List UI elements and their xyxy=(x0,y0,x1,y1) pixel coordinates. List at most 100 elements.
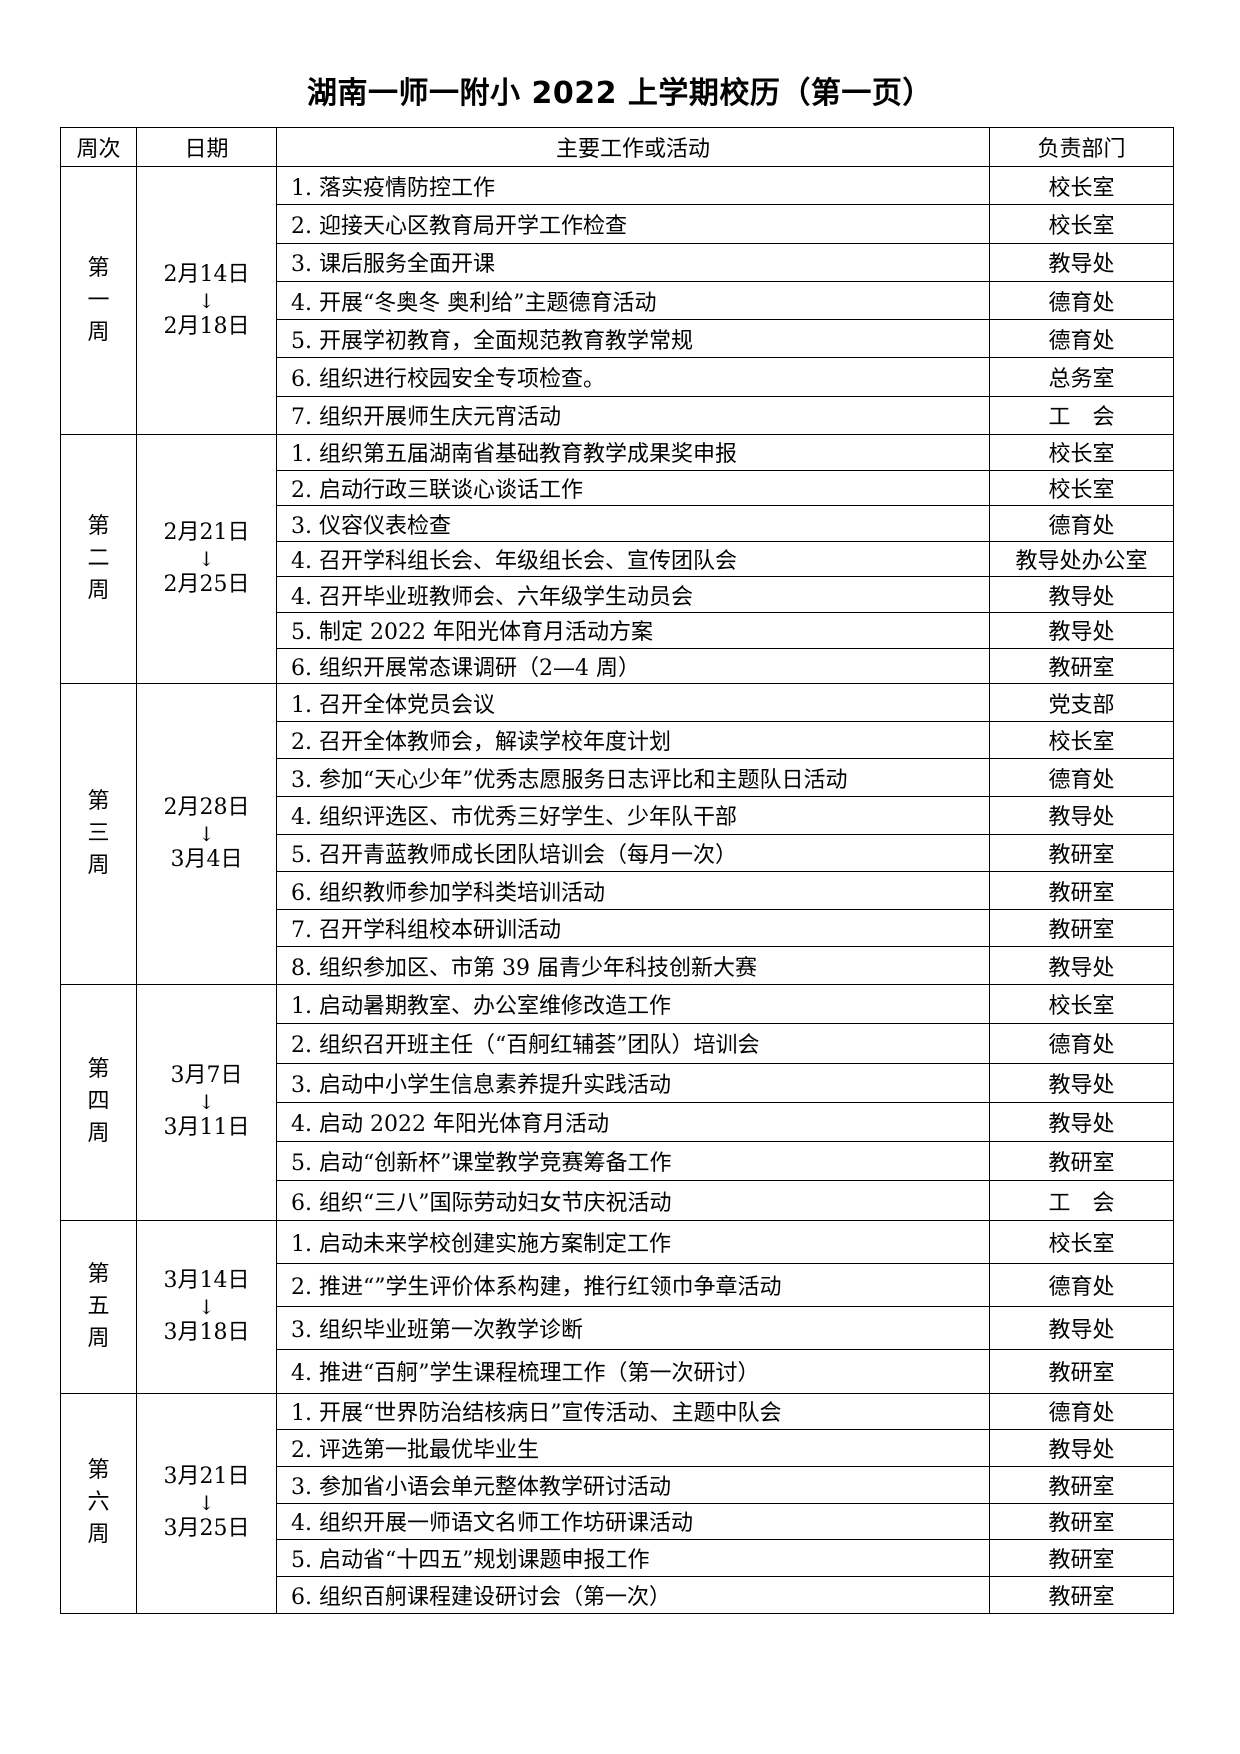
activity-cell: 4. 推进“百舸”学生课程梳理工作（第一次研讨） xyxy=(276,1349,990,1394)
department-cell: 教研室 xyxy=(989,647,1174,685)
department-cell: 教导处 xyxy=(989,612,1174,649)
department-cell: 党支部 xyxy=(989,683,1174,722)
activity-cell: 7. 组织开展师生庆元宵活动 xyxy=(276,395,990,436)
table-row: 4. 推进“百舸”学生课程梳理工作（第一次研讨） 教研室 xyxy=(61,1349,1174,1394)
activity-cell: 2. 评选第一批最优毕业生 xyxy=(276,1429,990,1467)
table-row: 2. 迎接天心区教育局开学工作检查 校长室 xyxy=(61,204,1174,244)
table-row: 4. 召开毕业班教师会、六年级学生动员会 教导处 xyxy=(61,576,1174,614)
department-cell: 德育处 xyxy=(989,319,1174,359)
end-date: 3月4日 xyxy=(170,847,243,873)
table-row: 6. 组织百舸课程建设研讨会（第一次） 教研室 xyxy=(61,1575,1174,1614)
activity-cell: 2. 迎接天心区教育局开学工作检查 xyxy=(276,204,990,244)
table-row: 第一周 2月14日 ↓ 2月18日 1. 落实疫情防控工作 校长室 xyxy=(60,165,1174,436)
department-cell: 教导处 xyxy=(989,1101,1174,1143)
table-row: 3. 组织毕业班第一次教学诊断 教导处 xyxy=(61,1306,1174,1351)
department-cell: 校长室 xyxy=(989,720,1174,760)
activity-cell: 5. 启动省“十四五”规划课题申报工作 xyxy=(276,1539,990,1577)
table-row: 5. 启动省“十四五”规划课题申报工作 教研室 xyxy=(61,1539,1174,1577)
activity-cell: 6. 组织教师参加学科类培训活动 xyxy=(276,871,990,910)
week-label: 第六周 xyxy=(87,1458,110,1548)
week-cell: 第四周 xyxy=(60,983,137,1221)
department-cell: 校长室 xyxy=(989,204,1174,244)
activity-cell: 6. 组织开展常态课调研（2—4 周） xyxy=(276,647,990,685)
activity-cell: 4. 组织开展一师语文名师工作坊研课活动 xyxy=(276,1502,990,1541)
date-range: 2月21日 ↓ 2月25日 xyxy=(136,434,277,685)
start-date: 3月21日 xyxy=(163,1464,250,1490)
department-cell: 德育处 xyxy=(989,1262,1174,1308)
header-department: 负责部门 xyxy=(989,127,1174,167)
date-range: 2月14日 ↓ 2月18日 xyxy=(136,165,277,436)
activity-cell: 2. 召开全体教师会，解读学校年度计划 xyxy=(276,720,990,760)
table-row: 7. 召开学科组校本研训活动 教研室 xyxy=(61,908,1174,948)
end-date: 2月18日 xyxy=(163,313,250,339)
activity-cell: 1. 启动暑期教室、办公室维修改造工作 xyxy=(276,983,990,1025)
down-arrow-icon: ↓ xyxy=(198,1090,215,1115)
start-date: 2月21日 xyxy=(163,520,250,546)
week-cell: 第五周 xyxy=(60,1219,137,1394)
table-row: 6. 组织开展常态课调研（2—4 周） 教研室 xyxy=(61,647,1174,685)
department-cell: 教导处 xyxy=(989,1062,1174,1103)
date-range: 3月7日 ↓ 3月11日 xyxy=(136,983,277,1221)
school-calendar-table: 周次 日期 主要工作或活动 负责部门 第一周 2月14日 ↓ 2月18日 1. 落实疫情… xyxy=(60,127,1174,1614)
department-cell: 德育处 xyxy=(989,1392,1174,1431)
down-arrow-icon: ↓ xyxy=(198,288,215,313)
table-row: 3. 参加省小语会单元整体教学研讨活动 教研室 xyxy=(61,1465,1174,1504)
department-cell: 教研室 xyxy=(989,1575,1174,1614)
table-row: 4. 召开学科组长会、年级组长会、宣传团队会 教导处办公室 xyxy=(61,540,1174,578)
table-row: 6. 组织教师参加学科类培训活动 教研室 xyxy=(61,871,1174,910)
start-date: 2月14日 xyxy=(163,261,250,287)
start-date: 2月28日 xyxy=(163,795,250,821)
date-range: 2月28日 ↓ 3月4日 xyxy=(136,683,277,985)
week-cell: 第三周 xyxy=(60,683,137,985)
department-cell: 德育处 xyxy=(989,280,1174,321)
activity-cell: 1. 启动未来学校创建实施方案制定工作 xyxy=(276,1219,990,1264)
table-row: 2. 评选第一批最优毕业生 教导处 xyxy=(61,1429,1174,1467)
table-row: 7. 组织开展师生庆元宵活动工 会 xyxy=(61,395,1174,436)
activity-cell: 4. 组织评选区、市优秀三好学生、少年队干部 xyxy=(276,796,990,835)
department-cell: 教导处 xyxy=(989,576,1174,614)
department-cell: 教研室 xyxy=(989,871,1174,910)
activity-cell: 3. 仪容仪表检查 xyxy=(276,505,990,542)
end-date: 3月25日 xyxy=(163,1516,250,1542)
department-cell: 教导处 xyxy=(989,946,1174,985)
activity-cell: 7. 召开学科组校本研训活动 xyxy=(276,908,990,948)
activity-cell: 6. 组织“三八”国际劳动妇女节庆祝活动 xyxy=(276,1180,990,1221)
table-row: 第四周 3月7日 ↓ 3月11日 1. 启动暑期教室、办公室维修改造工作 校长室 xyxy=(60,983,1174,1221)
week-cell: 第六周 xyxy=(60,1392,137,1614)
activity-cell: 1. 落实疫情防控工作 xyxy=(276,165,990,206)
activity-cell: 2. 组织召开班主任（“百舸红辅荟”团队）培训会 xyxy=(276,1023,990,1064)
activity-cell: 3. 课后服务全面开课 xyxy=(276,242,990,282)
header-activity: 主要工作或活动 xyxy=(276,127,990,167)
department-cell: 教研室 xyxy=(989,908,1174,948)
activity-cell: 5. 开展学初教育，全面规范教育教学常规 xyxy=(276,319,990,359)
week-label: 第五周 xyxy=(87,1261,110,1351)
date-range: 3月21日 ↓ 3月25日 xyxy=(136,1392,277,1614)
activity-cell: 4. 召开毕业班教师会、六年级学生动员会 xyxy=(276,576,990,614)
activity-cell: 2. 启动行政三联谈心谈话工作 xyxy=(276,469,990,507)
department-cell: 校长室 xyxy=(989,469,1174,507)
table-header-row: 周次 日期 主要工作或活动 负责部门 xyxy=(60,127,1174,167)
table-row: 2. 组织召开班主任（“百舸红辅荟”团队）培训会 德育处 xyxy=(61,1023,1174,1064)
department-cell: 教研室 xyxy=(989,1141,1174,1182)
department-cell: 校长室 xyxy=(989,1219,1174,1264)
table-row: 6. 组织进行校园安全专项检查。 总务室 xyxy=(61,357,1174,397)
week-label: 第三周 xyxy=(87,789,110,879)
activity-cell: 6. 组织百舸课程建设研讨会（第一次） xyxy=(276,1575,990,1614)
end-date: 2月25日 xyxy=(163,572,250,598)
header-date: 日期 xyxy=(136,127,277,167)
down-arrow-icon: ↓ xyxy=(198,1294,215,1319)
activity-cell: 3. 参加省小语会单元整体教学研讨活动 xyxy=(276,1465,990,1504)
department-cell: 德育处 xyxy=(989,758,1174,798)
activity-cell: 4. 召开学科组长会、年级组长会、宣传团队会 xyxy=(276,540,990,578)
department-cell: 校长室 xyxy=(989,434,1174,471)
week-cell: 第一周 xyxy=(60,165,137,436)
activity-cell: 4. 启动 2022 年阳光体育月活动 xyxy=(276,1101,990,1143)
week-label: 第四周 xyxy=(87,1057,110,1147)
week-cell: 第二周 xyxy=(60,434,137,685)
department-cell: 教导处 xyxy=(989,1429,1174,1467)
department-cell: 校长室 xyxy=(989,165,1174,206)
table-row: 5. 召开青蓝教师成长团队培训会（每月一次） 教研室 xyxy=(61,833,1174,873)
department-cell: 工 会 xyxy=(989,1180,1174,1221)
activity-cell: 3. 组织毕业班第一次教学诊断 xyxy=(276,1306,990,1351)
down-arrow-icon: ↓ xyxy=(198,1491,215,1516)
